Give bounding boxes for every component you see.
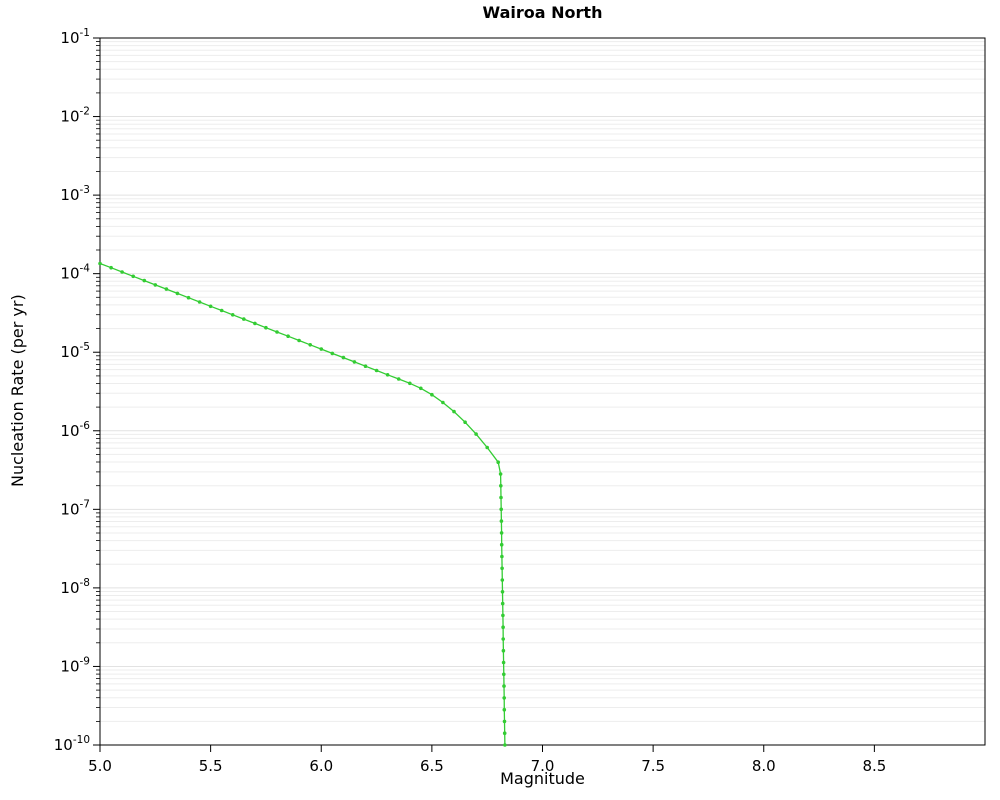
chart-title: Wairoa North	[482, 3, 603, 22]
series-marker	[499, 495, 503, 500]
series-marker	[186, 295, 191, 300]
x-tick-label: 5.5	[199, 757, 223, 775]
series-marker	[396, 377, 401, 381]
series-marker	[502, 719, 507, 724]
x-tick-label: 6.5	[420, 757, 444, 775]
series-marker	[142, 278, 147, 283]
series-marker	[496, 460, 501, 465]
x-axis-label: Magnitude	[500, 769, 585, 788]
series-marker	[275, 330, 279, 334]
series-line	[99, 262, 506, 746]
y-tick-label: 10-9	[60, 655, 90, 675]
y-tick-label: 10-4	[60, 263, 90, 283]
series-marker	[341, 355, 346, 360]
series-marker	[197, 300, 202, 304]
series-marker	[242, 317, 246, 321]
series-marker	[175, 291, 180, 296]
series-marker	[253, 321, 257, 326]
series-marker	[430, 392, 434, 397]
series-marker	[499, 531, 504, 535]
series-marker	[264, 325, 268, 330]
series-marker	[500, 601, 505, 606]
series-marker	[501, 660, 506, 665]
x-tick-label: 5.0	[88, 757, 112, 775]
x-tick-label: 7.0	[531, 757, 555, 775]
series-marker	[452, 409, 456, 414]
series-marker	[463, 420, 467, 425]
series-marker	[500, 578, 505, 582]
series-marker	[501, 625, 505, 629]
series-marker	[441, 400, 445, 405]
y-tick-label: 10-1	[60, 27, 90, 47]
y-tick-label: 10-7	[60, 498, 90, 518]
series-marker	[98, 261, 102, 266]
series-marker	[230, 313, 235, 317]
series-marker	[352, 360, 357, 364]
series-marker	[385, 373, 390, 377]
x-tick-label: 8.0	[752, 757, 776, 775]
series-marker	[500, 590, 505, 594]
x-tick-label: 7.5	[641, 757, 665, 775]
plot-border	[99, 37, 986, 746]
series-marker	[501, 613, 505, 618]
series-marker	[502, 707, 507, 712]
series-marker	[131, 274, 135, 279]
series-marker	[308, 343, 313, 347]
series-marker	[503, 743, 507, 747]
series-marker	[363, 364, 368, 369]
series-marker	[120, 270, 124, 274]
series-marker	[297, 338, 301, 343]
series-marker	[286, 334, 290, 339]
y-tick-label: 10-8	[60, 577, 90, 597]
series-marker	[319, 347, 324, 351]
y-tick-label: 10-5	[60, 341, 90, 361]
series-marker	[330, 351, 335, 356]
series-marker	[498, 472, 503, 476]
series-marker	[485, 445, 490, 450]
series-marker	[499, 484, 503, 488]
series-marker	[219, 308, 224, 313]
y-tick-label: 10-3	[60, 184, 90, 204]
series-marker	[502, 696, 507, 700]
series-marker	[474, 432, 478, 436]
series-marker	[499, 542, 504, 547]
series-marker	[502, 672, 506, 677]
series-marker	[500, 566, 504, 571]
series-marker	[502, 684, 506, 688]
series-marker	[499, 519, 504, 523]
series-marker	[499, 507, 504, 512]
series-marker	[109, 265, 113, 270]
series-marker	[153, 283, 158, 287]
series-marker	[501, 637, 506, 641]
series-marker	[164, 287, 169, 291]
series-marker	[500, 554, 504, 559]
series-marker	[374, 368, 379, 373]
y-tick-label: 10-6	[60, 420, 90, 440]
series-markers	[98, 261, 507, 747]
axis-ticks: 10-1 10-2 10-3 10-4 10-5 10-6 10-7 10-8 10-9 10-1…	[54, 27, 887, 775]
x-tick-label: 6.0	[309, 757, 333, 775]
y-tick-label: 10-2	[60, 106, 90, 126]
x-tick-label: 8.5	[862, 757, 886, 775]
y-tick-label: 10-10	[54, 734, 90, 754]
y-gridlines	[100, 37, 985, 746]
series-marker	[501, 648, 506, 653]
series-marker	[419, 386, 423, 391]
series-marker	[502, 731, 507, 735]
series-marker	[208, 304, 213, 309]
series-marker	[408, 381, 412, 386]
